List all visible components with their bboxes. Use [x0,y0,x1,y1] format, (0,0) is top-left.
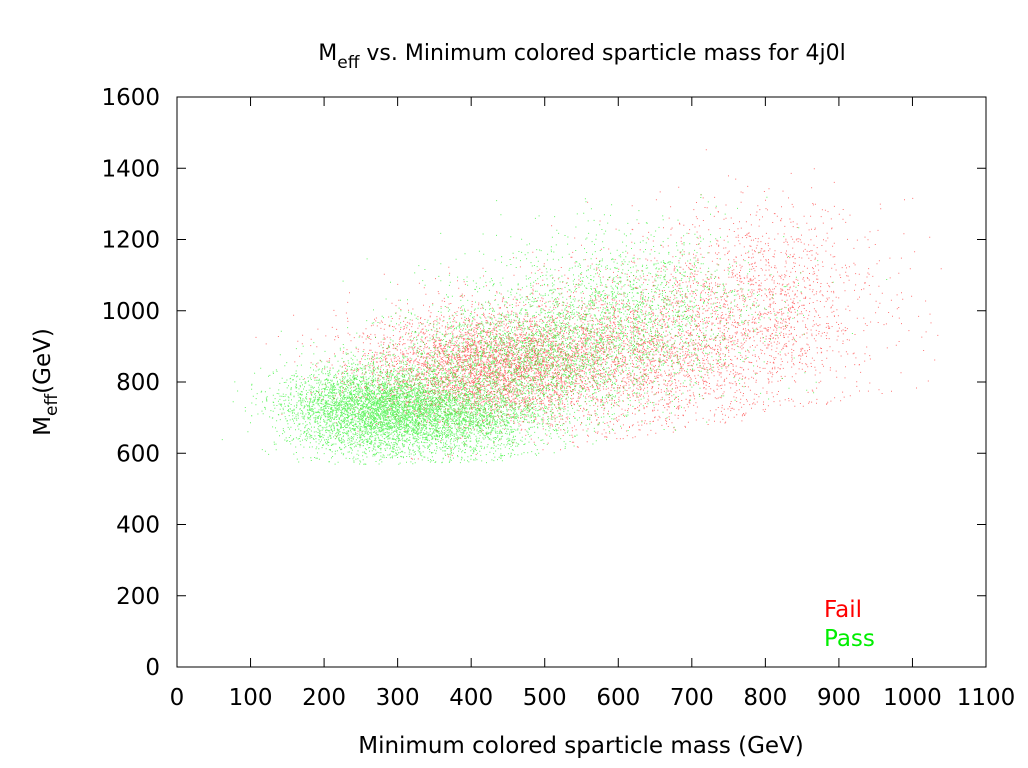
chart-title: Meff vs. Minimum colored sparticle mass … [318,41,845,73]
y-tick-label: 600 [116,441,160,467]
x-tick-label: 100 [229,685,273,711]
chart-title-main: M [318,41,337,66]
legend: Fail Pass [824,597,875,652]
x-axis-title: Minimum colored sparticle mass (GeV) [358,733,804,759]
y-tick-label: 200 [116,584,160,610]
series-fail [255,149,942,460]
y-tick-label: 0 [145,655,160,681]
chart-title-sub: eff [337,53,360,73]
x-tick-label: 500 [523,685,567,711]
y-tick-label: 1200 [101,228,160,254]
y-axis-title-rest: (GeV) [30,328,56,394]
x-tick-label: 800 [743,685,787,711]
legend-entry-pass: Pass [824,626,875,652]
x-tick-label: 200 [302,685,346,711]
y-tick-label: 1400 [101,156,160,182]
plot-frame [176,96,987,668]
legend-entry-fail: Fail [824,597,862,623]
scatter-points-fail [255,149,942,460]
x-tick-label: 0 [170,685,185,711]
chart-title-rest: vs. Minimum colored sparticle mass for 4… [359,41,845,66]
y-tick-label: 800 [116,370,160,396]
series-pass [221,194,888,465]
x-tick-label: 900 [817,685,861,711]
y-axis-title-main: M [30,416,56,436]
y-tick-label: 1000 [101,299,160,325]
x-tick-label: 1100 [957,685,1016,711]
y-axis-title: Meff(GeV) [30,328,62,436]
x-tick-label: 600 [596,685,640,711]
y-tick-label: 1600 [101,85,160,111]
points-layer [221,149,942,465]
y-axis-title-sub: eff [42,393,62,416]
x-tick-label: 400 [449,685,493,711]
x-tick-label: 300 [376,685,420,711]
y-tick-label: 400 [116,513,160,539]
x-tick-label: 700 [670,685,714,711]
scatter-points-pass [221,194,888,465]
ticks-layer: 0 100 200 300 400 500 600 700 800 900 1000 1100 0 200… [101,85,1015,711]
x-tick-label: 1000 [883,685,942,711]
